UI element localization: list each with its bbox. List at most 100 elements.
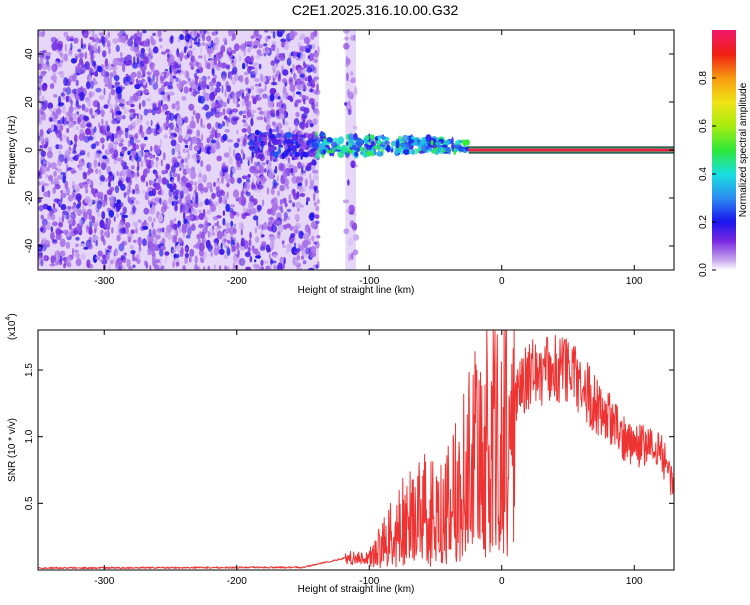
spectrogram-noise-blob: [72, 150, 77, 154]
spectrogram-noise-blob: [304, 178, 308, 187]
spectrogram-noise-blob: [267, 75, 271, 81]
spectrogram-noise-blob: [127, 38, 133, 47]
spectrogram-noise-blob: [109, 72, 114, 79]
spectrogram-noise-blob: [178, 78, 182, 85]
spectrogram-noise-blob: [127, 195, 130, 203]
spectrogram-noise-blob: [191, 115, 194, 121]
spectrogram-noise-blob: [118, 103, 125, 107]
spectrogram-noise-blob: [186, 168, 192, 174]
spectrogram-noise-blob: [195, 195, 199, 205]
spectrogram-signal-blob: [353, 137, 360, 140]
spectrogram-noise-blob: [169, 219, 174, 226]
spectrogram-noise-blob: [350, 252, 354, 260]
spectrogram-noise-blob: [189, 120, 196, 129]
spectrogram-noise-blob: [263, 110, 268, 118]
spectrogram-noise-blob: [215, 30, 218, 33]
spectrogram-noise-blob: [345, 55, 349, 64]
spectrogram-noise-blob: [282, 69, 289, 76]
spectrogram-noise-blob: [301, 113, 308, 119]
spectrogram-signal-blob: [298, 148, 304, 156]
spectrogram-noise-blob: [169, 36, 174, 44]
spectrogram-noise-blob: [209, 65, 215, 69]
spectrogram-noise-blob: [99, 219, 105, 229]
spectrogram-noise-blob: [257, 34, 263, 40]
spectrogram-noise-blob: [58, 216, 62, 223]
spectrogram-noise-blob: [65, 86, 72, 95]
spectrogram-noise-blob: [82, 173, 87, 180]
spectrogram-noise-blob: [114, 139, 117, 146]
spectrogram-signal-blob: [332, 137, 340, 143]
spectrogram-noise-blob: [225, 227, 230, 234]
spectrogram-noise-blob: [297, 207, 300, 212]
spectrogram-noise-blob: [38, 171, 41, 177]
spectrogram-noise-blob: [59, 70, 65, 79]
spectrogram-noise-blob: [156, 267, 163, 270]
spectrogram-noise-blob: [88, 67, 93, 72]
spectrogram-noise-blob: [50, 162, 57, 170]
spectrogram-noise-blob: [260, 259, 264, 267]
spectrogram-noise-blob: [62, 174, 66, 184]
spectrogram-noise-blob: [204, 30, 208, 33]
spectrogram-noise-blob: [97, 45, 101, 54]
spectrogram-noise-blob: [216, 225, 222, 229]
spectrogram-noise-blob: [302, 260, 307, 265]
spectrogram-noise-blob: [105, 131, 109, 137]
spectrogram-noise-blob: [41, 218, 48, 226]
spectrogram-noise-blob: [238, 196, 245, 205]
spectrogram-noise-blob: [252, 198, 258, 206]
spectrogram-noise-blob: [198, 212, 205, 221]
spectrogram-noise-blob: [103, 87, 106, 96]
spectrogram-noise-blob: [240, 43, 246, 52]
spectrogram-noise-blob: [185, 234, 191, 239]
spectrogram-noise-blob: [152, 259, 157, 268]
spectrogram-noise-blob: [50, 117, 53, 122]
spectrogram-noise-blob: [65, 169, 69, 173]
spectrogram-noise-blob: [185, 42, 192, 47]
spectrogram-noise-blob: [102, 155, 108, 160]
spectrogram-signal-blob: [315, 152, 321, 160]
spectrogram-noise-blob: [218, 248, 225, 255]
spectrogram-noise-blob: [110, 89, 116, 96]
spectrogram-noise-blob: [105, 120, 109, 127]
spectrogram-noise-blob: [94, 154, 99, 160]
spectrogram-noise-blob: [87, 168, 94, 174]
spectrogram-ytick-label: 40: [24, 48, 35, 60]
spectrogram-signal-blob: [345, 147, 349, 154]
spectrogram-noise-blob: [212, 67, 215, 77]
spectrogram-noise-blob: [250, 35, 254, 39]
spectrogram-noise-blob: [102, 50, 107, 58]
spectrogram-noise-blob: [73, 202, 77, 207]
spectrogram-noise-blob: [211, 31, 217, 36]
spectrogram-noise-blob: [47, 127, 52, 133]
spectrogram-noise-blob: [192, 47, 196, 52]
spectrogram-noise-blob: [316, 83, 319, 92]
spectrogram-noise-blob: [303, 98, 306, 105]
spectrogram-noise-blob: [253, 78, 260, 83]
spectrogram-noise-blob: [293, 74, 297, 80]
spectrogram-noise-blob: [216, 126, 219, 133]
spectrogram-noise-blob: [93, 159, 98, 168]
spectrogram-noise-blob: [245, 55, 252, 64]
spectrogram-noise-blob: [277, 122, 282, 130]
spectrogram-noise-blob: [247, 48, 251, 53]
spectrogram-noise-blob: [306, 38, 311, 43]
spectrogram-noise-blob: [228, 30, 233, 37]
spectrogram-noise-blob: [141, 75, 144, 79]
spectrogram-noise-blob: [169, 135, 176, 139]
spectrogram-noise-blob: [178, 225, 182, 233]
spectrogram-noise-blob: [288, 53, 292, 63]
spectrogram-noise-blob: [122, 206, 127, 215]
spectrogram-noise-blob: [98, 153, 103, 162]
spectrogram-noise-blob: [57, 168, 62, 173]
spectrogram-noise-blob: [96, 200, 103, 210]
spectrogram-noise-blob: [155, 156, 159, 161]
spectrogram-noise-blob: [181, 223, 188, 231]
spectrogram-noise-blob: [224, 265, 227, 270]
spectrogram-noise-blob: [160, 91, 166, 95]
spectrogram-signal-blob: [418, 145, 421, 152]
spectrogram-noise-blob: [296, 175, 300, 185]
spectrogram-noise-blob: [120, 51, 123, 58]
spectrogram-noise-blob: [42, 183, 50, 187]
spectrogram-noise-blob: [263, 156, 270, 161]
spectrogram-noise-blob: [160, 245, 166, 251]
